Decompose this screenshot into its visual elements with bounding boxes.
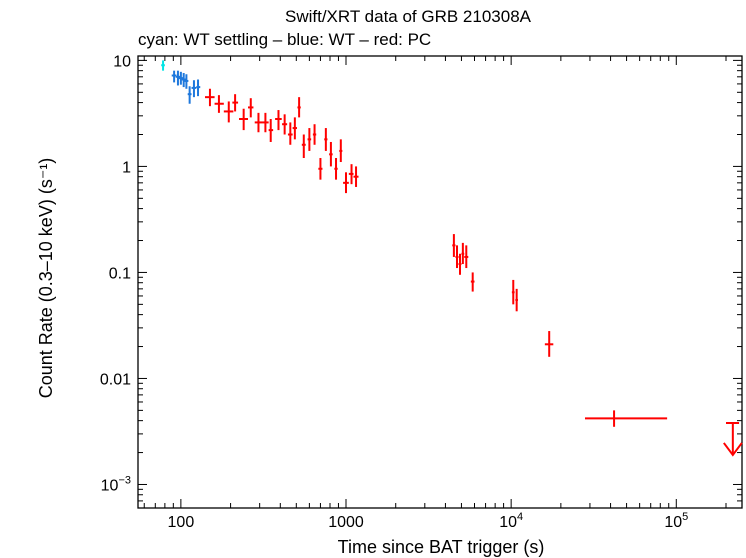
chart-subtitle: cyan: WT settling – blue: WT – red: PC xyxy=(138,30,431,49)
data-point xyxy=(301,134,306,159)
axis-ticks xyxy=(138,56,742,509)
data-point xyxy=(248,98,254,118)
data-point xyxy=(318,158,323,180)
data-point xyxy=(232,94,239,112)
data-point xyxy=(282,114,288,135)
y-tick-label: 1 xyxy=(122,159,131,176)
data-point xyxy=(544,331,554,357)
series-0 xyxy=(161,60,165,71)
data-point xyxy=(292,117,298,140)
data-point xyxy=(178,71,183,85)
data-point xyxy=(187,86,192,104)
data-point xyxy=(196,79,201,97)
data-point xyxy=(268,119,274,142)
upper-limit-arrow-head xyxy=(723,442,743,457)
y-tick-label: 10 xyxy=(113,53,131,70)
data-point xyxy=(254,112,263,133)
data-point xyxy=(348,164,354,185)
data-point xyxy=(455,245,459,269)
data-point xyxy=(334,158,338,180)
data-marks xyxy=(161,60,743,457)
data-point xyxy=(329,141,333,167)
data-point xyxy=(461,242,465,265)
data-point xyxy=(161,60,165,71)
x-tick-label: 100 xyxy=(168,514,195,531)
data-point xyxy=(287,122,293,145)
x-tick-label: 104 xyxy=(499,511,523,531)
data-point xyxy=(339,139,343,163)
data-point xyxy=(262,112,269,133)
y-tick-label: 10−3 xyxy=(101,474,131,494)
data-point xyxy=(223,101,234,123)
data-point xyxy=(307,128,312,151)
data-point xyxy=(464,245,469,269)
data-point xyxy=(239,108,249,131)
plot-border xyxy=(137,55,743,509)
y-tick-label: 0.1 xyxy=(109,265,131,282)
data-point xyxy=(511,279,515,305)
upper-limit xyxy=(723,422,743,457)
data-point xyxy=(353,166,359,187)
y-tick-exponent: −3 xyxy=(118,474,131,486)
y-tick-labels: 10 1 0.1 0.01 10−3 xyxy=(100,53,131,494)
data-point xyxy=(275,110,282,131)
data-point xyxy=(181,73,186,88)
data-point xyxy=(343,172,349,194)
x-tick-label: 1000 xyxy=(328,514,364,531)
data-point xyxy=(184,74,189,89)
data-point xyxy=(171,70,177,83)
data-point xyxy=(214,95,224,113)
data-point xyxy=(297,97,301,118)
y-axis-label: Count Rate (0.3–10 keV) (s⁻¹) xyxy=(36,158,56,399)
data-point xyxy=(324,128,328,151)
x-tick-labels: 100 1000 104 105 xyxy=(168,511,689,531)
data-point xyxy=(312,124,317,145)
data-point xyxy=(452,234,456,257)
data-point xyxy=(515,288,518,312)
x-tick-exponent: 4 xyxy=(517,511,523,523)
series-2 xyxy=(205,88,668,427)
x-axis-label: Time since BAT trigger (s) xyxy=(338,537,545,557)
chart-title: Swift/XRT data of GRB 210308A xyxy=(285,7,532,26)
data-point xyxy=(205,88,215,107)
data-point xyxy=(458,253,462,275)
plot-frame xyxy=(137,55,743,509)
x-tick-exponent: 5 xyxy=(682,511,688,523)
data-point xyxy=(191,80,197,98)
x-tick-label: 105 xyxy=(664,511,688,531)
data-point xyxy=(584,410,668,427)
data-point xyxy=(175,70,181,86)
y-tick-label: 0.01 xyxy=(100,371,131,388)
series-1 xyxy=(171,70,201,104)
data-point xyxy=(470,272,475,292)
